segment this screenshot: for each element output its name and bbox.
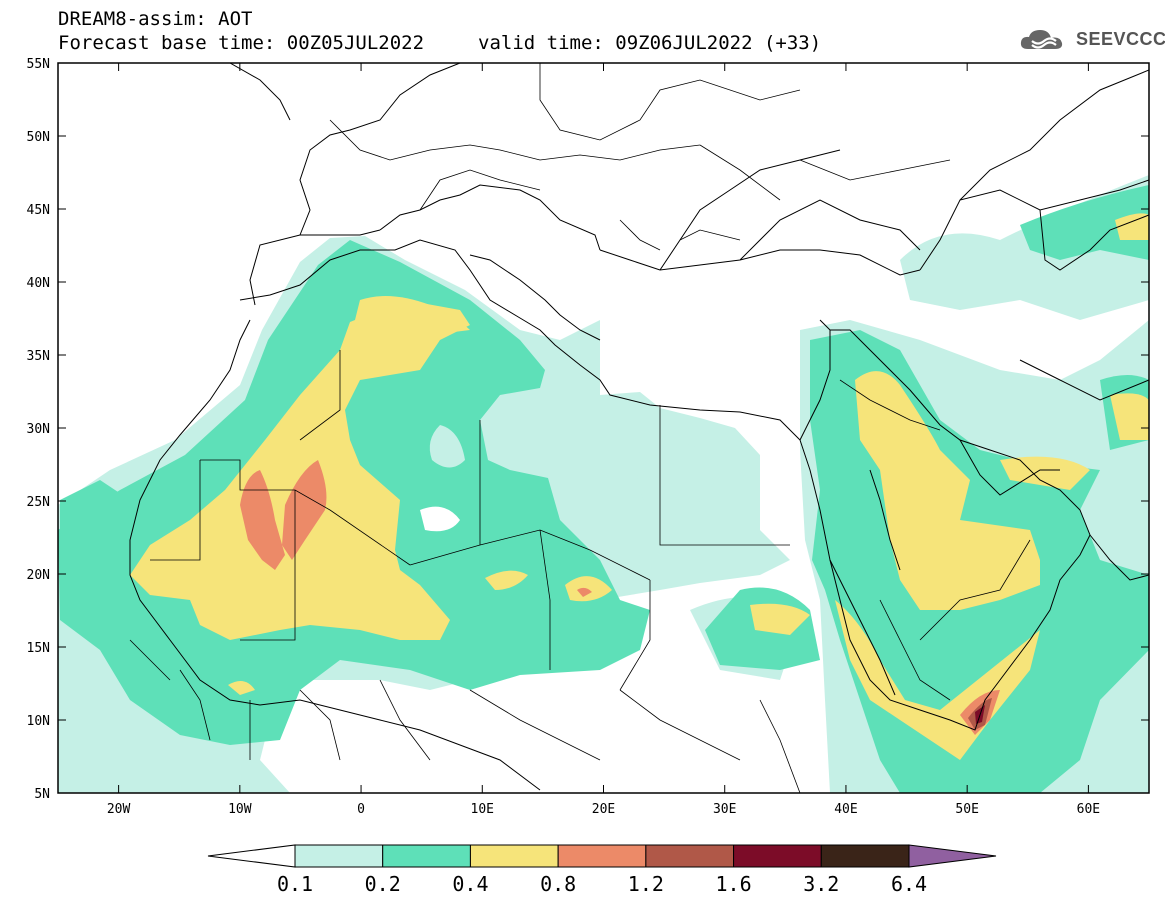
lat-label: 20N <box>27 568 50 583</box>
lon-label: 60E <box>1077 802 1100 817</box>
colorbar-label: 3.2 <box>803 872 839 896</box>
colorbar-label: 1.2 <box>628 872 664 896</box>
map-field <box>58 63 1149 793</box>
lon-label: 10E <box>471 802 494 817</box>
colorbar-label: 0.4 <box>452 872 488 896</box>
lon-label: 20E <box>592 802 615 817</box>
lat-label: 40N <box>27 276 50 291</box>
map-title: DREAM8-assim: AOT <box>58 8 253 30</box>
valid-time-label: valid time: 09Z06JUL2022 (+33) <box>478 32 822 54</box>
lat-label: 15N <box>27 641 50 656</box>
axis-ticks <box>58 63 1149 793</box>
colorbar-box <box>645 844 735 868</box>
lon-label: 20W <box>107 802 131 817</box>
lat-label: 25N <box>27 495 50 510</box>
lat-label: 5N <box>34 787 50 802</box>
lon-label: 40E <box>834 802 857 817</box>
colorbar-box <box>557 844 647 868</box>
colorbar-box <box>733 844 822 868</box>
colorbar-labels: 0.1 0.2 0.4 0.8 1.2 1.6 3.2 6.4 <box>277 872 927 896</box>
lon-label: 10W <box>228 802 252 817</box>
lon-label: 0 <box>357 802 365 817</box>
country-borders <box>129 63 1031 793</box>
colorbar-box <box>382 844 471 868</box>
lat-label: 45N <box>27 203 50 218</box>
logo-text: SEEVCCC <box>1076 29 1165 49</box>
colorbar <box>207 844 997 868</box>
lat-label: 30N <box>27 422 50 437</box>
lat-label: 55N <box>27 57 50 72</box>
coastlines <box>129 63 1149 791</box>
cloud-logo-icon <box>1020 30 1063 49</box>
longitude-labels: 20W 10W 0 10E 20E 30E 40E 50E 60E <box>107 802 1100 817</box>
lat-label: 35N <box>27 349 50 364</box>
colorbar-high-arrow <box>908 844 997 868</box>
lon-label: 30E <box>713 802 736 817</box>
colorbar-label: 0.1 <box>277 872 313 896</box>
colorbar-label: 1.6 <box>716 872 752 896</box>
colorbar-label: 0.2 <box>365 872 401 896</box>
latitude-labels: 55N 50N 45N 40N 35N 30N 25N 20N 15N 10N 5N <box>27 57 50 802</box>
colorbar-label: 0.8 <box>540 872 576 896</box>
lon-label: 50E <box>955 802 978 817</box>
base-time-label: Forecast base time: 00Z05JUL2022 <box>58 32 425 54</box>
colorbar-low-arrow <box>207 844 296 868</box>
colorbar-label: 6.4 <box>891 872 927 896</box>
lat-label: 50N <box>27 130 50 145</box>
colorbar-box <box>820 844 910 868</box>
lat-label: 10N <box>27 714 50 729</box>
colorbar-box <box>294 844 384 868</box>
colorbar-box <box>469 844 559 868</box>
seevccc-logo: SEEVCCC <box>1018 27 1165 53</box>
